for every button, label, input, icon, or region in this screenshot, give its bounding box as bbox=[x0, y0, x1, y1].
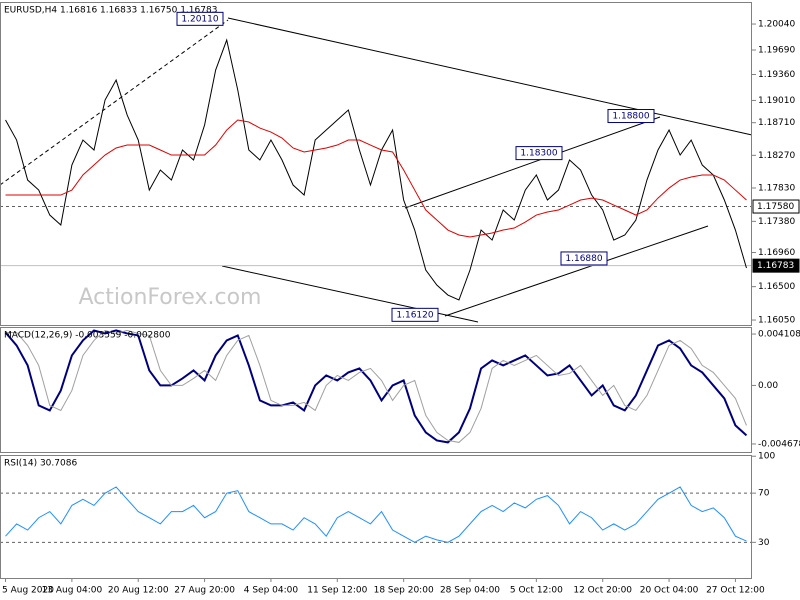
panel-title: EURUSD,H4 1.16816 1.16833 1.16750 1.1678… bbox=[4, 6, 217, 16]
y-tick-label: 70 bbox=[758, 489, 770, 499]
x-tick-label: 28 Sep 04:00 bbox=[440, 586, 500, 596]
trend-line bbox=[227, 17, 753, 136]
annotation-label: 1.16120 bbox=[396, 310, 433, 320]
panel-title: MACD(12,26,9) -0.003559 -0.002800 bbox=[4, 331, 171, 341]
series-line bbox=[5, 119, 747, 238]
panel-frame bbox=[0, 2, 752, 326]
annotation-label: 1.18800 bbox=[612, 112, 649, 122]
y-tick-label: 1.19010 bbox=[758, 96, 795, 106]
y-tick-label: 100 bbox=[758, 452, 775, 462]
annotation-label: 1.20110 bbox=[181, 14, 218, 24]
watermark: ActionForex.com bbox=[79, 285, 262, 310]
y-tick-label: 1.16050 bbox=[758, 316, 795, 326]
y-tick-label: -0.004678 bbox=[758, 439, 800, 449]
trend-line bbox=[444, 225, 709, 317]
x-tick-label: 13 Aug 04:00 bbox=[42, 586, 103, 596]
x-tick-label: 5 Oct 12:00 bbox=[510, 586, 563, 596]
y-tick-label: 1.19360 bbox=[758, 70, 795, 80]
y-tick-label: 0.004108 bbox=[758, 330, 800, 340]
annotation-box bbox=[176, 11, 224, 26]
x-tick-label: 12 Oct 20:00 bbox=[573, 586, 632, 596]
series-line bbox=[5, 329, 747, 443]
trend-line bbox=[404, 116, 661, 209]
series-line bbox=[4, 329, 748, 444]
annotation-box bbox=[391, 307, 439, 322]
y-tick-label: 1.18270 bbox=[758, 151, 795, 161]
price-tag bbox=[752, 258, 800, 273]
x-tick-label: 20 Aug 12:00 bbox=[108, 586, 169, 596]
annotation-box bbox=[607, 109, 655, 124]
annotation-label: 1.16880 bbox=[565, 254, 602, 264]
x-tick-label: 18 Sep 20:00 bbox=[374, 586, 434, 596]
x-tick-label: 27 Oct 12:00 bbox=[706, 586, 765, 596]
series-line bbox=[5, 38, 747, 301]
trend-line bbox=[0, 19, 229, 186]
panel-frame bbox=[0, 327, 752, 453]
panel-title: RSI(14) 30.7086 bbox=[4, 459, 77, 469]
y-tick-label: 1.20040 bbox=[758, 20, 795, 30]
annotation-box bbox=[560, 251, 608, 266]
y-tick-label: 1.16960 bbox=[758, 248, 795, 258]
price-tag bbox=[752, 199, 800, 214]
price-tag-label: 1.16783 bbox=[757, 261, 794, 271]
x-tick-label: 4 Sep 04:00 bbox=[244, 586, 299, 596]
panel-frame bbox=[0, 455, 752, 579]
price-tag-label: 1.17580 bbox=[757, 202, 794, 212]
x-tick-label: 11 Sep 12:00 bbox=[307, 586, 367, 596]
x-tick-label: 5 Aug 2020 bbox=[2, 586, 54, 596]
y-tick-label: 1.17380 bbox=[758, 217, 795, 227]
annotation-box bbox=[515, 146, 563, 161]
series-line bbox=[5, 486, 747, 543]
y-tick-label: 1.16500 bbox=[758, 282, 795, 292]
y-tick-label: 1.18710 bbox=[758, 118, 795, 128]
y-tick-label: 0.00 bbox=[758, 381, 778, 391]
y-tick-label: 1.17830 bbox=[758, 183, 795, 193]
y-tick-label: 30 bbox=[758, 538, 770, 548]
annotation-label: 1.18300 bbox=[520, 149, 557, 159]
x-tick-label: 27 Aug 20:00 bbox=[174, 586, 235, 596]
y-tick-label: 1.19690 bbox=[758, 45, 795, 55]
x-tick-label: 20 Oct 04:00 bbox=[640, 586, 699, 596]
